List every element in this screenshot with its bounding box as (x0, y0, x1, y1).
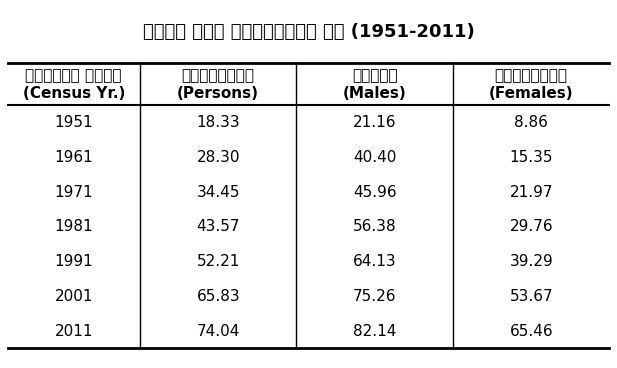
Text: भारत में साक्षरता दर (1951-2011): भारत में साक्षरता दर (1951-2011) (143, 23, 474, 41)
Text: 53.67: 53.67 (510, 289, 553, 304)
Text: 2001: 2001 (54, 289, 93, 304)
Text: 1961: 1961 (54, 150, 93, 165)
Text: 21.16: 21.16 (353, 115, 397, 130)
Text: 29.76: 29.76 (510, 219, 553, 234)
Text: (Persons): (Persons) (177, 86, 259, 101)
Text: 2011: 2011 (54, 323, 93, 339)
Text: 15.35: 15.35 (510, 150, 553, 165)
Text: 64.13: 64.13 (353, 254, 397, 269)
Text: (Males): (Males) (343, 86, 407, 101)
Text: 39.29: 39.29 (510, 254, 553, 269)
Text: 65.46: 65.46 (510, 323, 553, 339)
Text: 8.86: 8.86 (515, 115, 548, 130)
Text: मिहिलाएँ: मिहिलाएँ (495, 68, 568, 83)
Text: 18.33: 18.33 (196, 115, 240, 130)
Text: 1991: 1991 (54, 254, 93, 269)
Text: जनगणना वर्ष: जनगणना वर्ष (25, 68, 122, 83)
Text: 65.83: 65.83 (196, 289, 240, 304)
Text: 40.40: 40.40 (353, 150, 396, 165)
Text: 1981: 1981 (54, 219, 93, 234)
Text: (Females): (Females) (489, 86, 574, 101)
Text: 82.14: 82.14 (353, 323, 396, 339)
Text: पुरुष: पुरुष (352, 68, 397, 83)
Text: 43.57: 43.57 (196, 219, 240, 234)
Text: 28.30: 28.30 (196, 150, 240, 165)
Text: 56.38: 56.38 (353, 219, 397, 234)
Text: 45.96: 45.96 (353, 185, 397, 200)
Text: 21.97: 21.97 (510, 185, 553, 200)
Text: 34.45: 34.45 (196, 185, 240, 200)
Text: (Census Yr.): (Census Yr.) (23, 86, 125, 101)
Text: 74.04: 74.04 (197, 323, 240, 339)
Text: 75.26: 75.26 (353, 289, 397, 304)
Text: व्यक्तिं: व्यक्तिं (182, 68, 255, 83)
Text: 1951: 1951 (54, 115, 93, 130)
Text: 1971: 1971 (54, 185, 93, 200)
Text: 52.21: 52.21 (197, 254, 240, 269)
